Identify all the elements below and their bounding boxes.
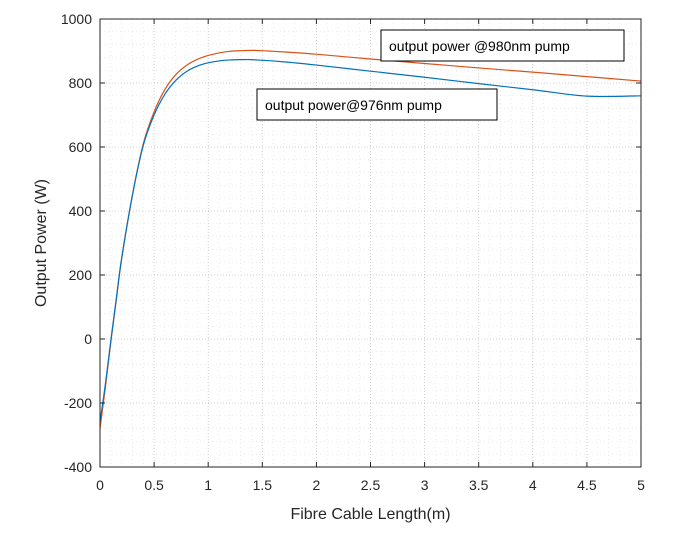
axis-ticks: 0 0.5 1 1.5 2 2.5 3 3.5 4 4.5 5 -400 -200 0 200 400 600 8… [61, 11, 645, 493]
annotation-976nm-text: output power@976nm pump [265, 97, 442, 113]
x-tick-label: 3 [421, 477, 429, 493]
x-tick-label: 5 [637, 477, 645, 493]
x-tick-label: 4 [529, 477, 537, 493]
x-axis-label: Fibre Cable Length(m) [290, 506, 450, 523]
minor-grid [100, 19, 641, 467]
y-tick-label: -400 [64, 459, 92, 475]
series-976nm-line [99, 58, 642, 423]
annotation-980nm-box [380, 29, 625, 62]
x-tick-label: 2 [313, 477, 321, 493]
annotation-980nm-text: output power @980nm pump [389, 38, 570, 54]
annotation-976nm-box [256, 88, 498, 121]
series-layer [99, 49, 642, 429]
y-tick-label: -200 [64, 395, 92, 411]
x-tick-label: 0 [96, 477, 104, 493]
x-tick-label: 1.5 [253, 477, 273, 493]
x-tick-label: 0.5 [144, 477, 164, 493]
x-tick-label: 4.5 [577, 477, 597, 493]
plot-area [100, 19, 641, 467]
y-axis-label: Output Power (W) [33, 179, 50, 307]
annotation-980nm: output power @980nm pump [380, 29, 625, 62]
y-tick-label: 800 [69, 75, 93, 91]
x-tick-label: 1 [204, 477, 212, 493]
y-tick-label: 400 [69, 203, 93, 219]
x-tick-label: 2.5 [361, 477, 381, 493]
x-tick-label: 3.5 [469, 477, 489, 493]
y-tick-label: 1000 [61, 11, 92, 27]
y-tick-label: 0 [84, 331, 92, 347]
y-tick-label: 200 [69, 267, 93, 283]
y-tick-label: 600 [69, 139, 93, 155]
annotation-976nm: output power@976nm pump [256, 88, 498, 121]
